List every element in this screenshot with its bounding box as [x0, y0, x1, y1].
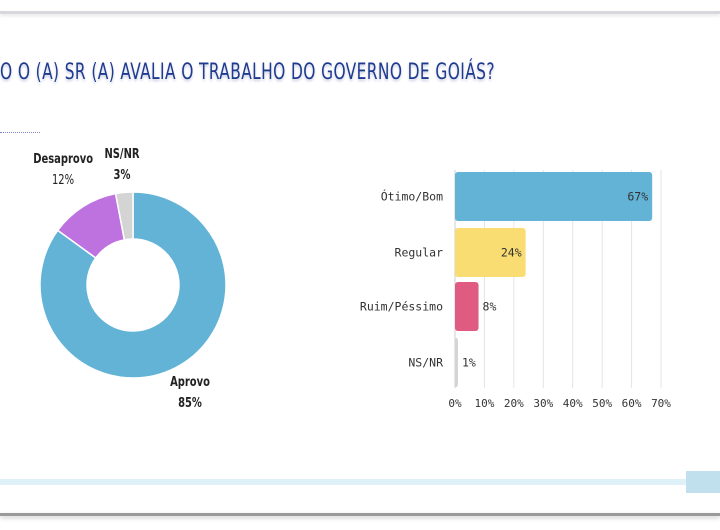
- category-label: NS/NR: [408, 356, 443, 370]
- bar-chart: 0% 10% 20% 30% 40% 50% 60% 70% Ótimo/Bom 67% Regul…: [360, 170, 671, 410]
- donut-label-name: Aprovo: [170, 375, 210, 390]
- donut-slice-nsnr: [114, 191, 134, 241]
- x-tick-label: 10%: [474, 397, 494, 410]
- data-label: 24%: [501, 246, 522, 260]
- donut-label-aprovo: Aprovo 85%: [165, 375, 216, 411]
- x-tick-label: 50%: [592, 397, 612, 410]
- x-tick-label: 60%: [622, 397, 642, 410]
- data-label: 8%: [483, 300, 497, 314]
- donut-label-name: NS/NR: [104, 147, 140, 162]
- donut-label-name: Desaprovo: [33, 152, 94, 167]
- donut-label-desaprovo: Desaprovo 12%: [33, 152, 93, 188]
- donut-label-value: 85%: [178, 396, 202, 411]
- category-label: Ruim/Péssimo: [360, 300, 443, 314]
- category-label: Ótimo/Bom: [381, 189, 443, 204]
- data-label: 67%: [627, 190, 648, 204]
- bottom-divider: [0, 513, 720, 516]
- donut-slice-aprovo: [39, 191, 227, 379]
- x-tick-label: 40%: [563, 397, 583, 410]
- footer-block: [686, 471, 720, 493]
- x-tick-label: 30%: [533, 397, 553, 410]
- x-tick-label: 0%: [448, 397, 462, 410]
- footer-line: [0, 479, 700, 485]
- data-label: 1%: [462, 356, 476, 370]
- donut-label-value: 3%: [113, 168, 131, 183]
- bar-3: [455, 338, 458, 387]
- top-divider: [0, 11, 720, 14]
- x-tick-label: 70%: [651, 397, 671, 410]
- title-underline: [0, 132, 40, 133]
- donut-label-value: 12%: [51, 173, 75, 188]
- slide-title: O O (A) SR (A) AVALIA O TRABALHO DO GOVE…: [0, 60, 495, 85]
- donut-chart: [39, 191, 227, 379]
- donut-label-nsnr: NS/NR 3%: [101, 147, 144, 183]
- bar-0: [455, 172, 653, 221]
- category-label: Regular: [395, 246, 444, 260]
- bar-2: [455, 282, 479, 331]
- bar-1: [455, 228, 526, 277]
- x-tick-label: 20%: [504, 397, 524, 410]
